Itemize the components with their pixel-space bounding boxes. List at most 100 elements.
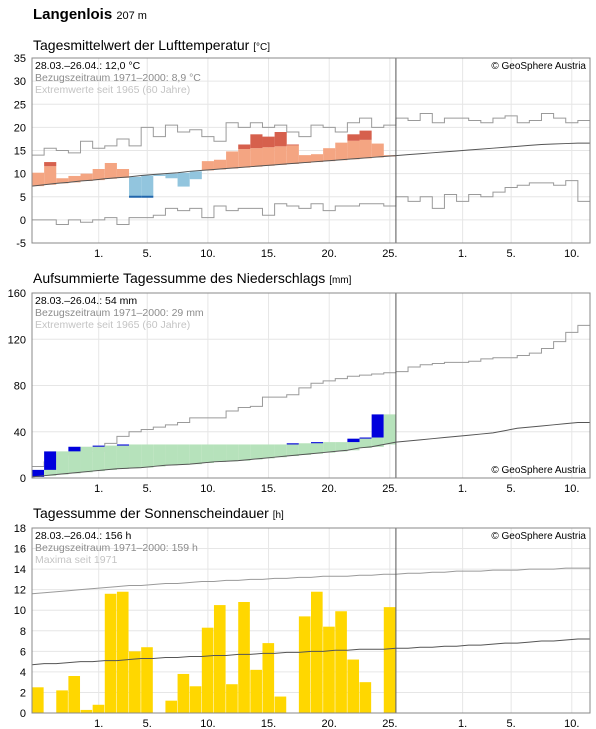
sunshine-bar: [165, 700, 178, 713]
sunshine-bar: [68, 676, 81, 713]
x-tick-label: 10.: [564, 483, 579, 495]
y-tick-label: 35: [14, 53, 26, 65]
sunshine-bar: [298, 616, 311, 713]
precipitation-surplus: [153, 444, 166, 467]
temperature-bar-cold: [165, 173, 178, 179]
x-tick-label: 25.: [382, 248, 397, 260]
temperature-bar: [116, 169, 130, 178]
y-tick-label: 40: [14, 427, 26, 439]
precipitation-surplus: [129, 444, 142, 469]
temperature-bar: [274, 146, 287, 165]
temperature-bar: [298, 155, 311, 163]
precipitation-surplus: [116, 445, 130, 469]
sunshine-bar: [80, 709, 93, 713]
precipitation-surplus: [44, 469, 57, 476]
station-elevation: 207 m: [116, 10, 147, 22]
precipitation-daily: [347, 438, 360, 443]
min-extreme-line: [32, 180, 590, 225]
temperature-bar: [68, 175, 81, 183]
temperature-bar: [238, 149, 251, 168]
x-tick-label: 25.: [382, 718, 397, 729]
sunshine-bar: [104, 593, 117, 713]
sunshine-bar: [141, 647, 153, 713]
precipitation-surplus: [189, 444, 202, 465]
max-extreme-line: [32, 113, 590, 156]
y-tick-label: 160: [8, 288, 26, 300]
temperature-bar-cold: [189, 171, 202, 180]
y-tick-label: 0: [20, 708, 26, 720]
temperature-bar-cold-edge: [129, 195, 142, 198]
sunshine-bar: [201, 627, 214, 713]
temperature-bar-warm: [238, 144, 251, 150]
y-tick-label: 16: [14, 544, 26, 556]
x-tick-label: 10.: [200, 483, 215, 495]
info-line: Bezugszeitraum 1971–2000: 29 mm: [35, 307, 204, 319]
y-tick-label: 12: [14, 585, 26, 597]
precipitation-surplus: [298, 443, 311, 455]
y-tick-label: 14: [14, 564, 26, 576]
x-tick-label: 20.: [322, 248, 337, 260]
y-tick-label: 5: [20, 192, 26, 204]
y-tick-label: 120: [8, 334, 26, 346]
sunshine-bar: [92, 704, 105, 713]
x-tick-label: 5.: [507, 483, 516, 495]
precipitation-daily: [311, 442, 324, 444]
normal-line: [31, 422, 590, 478]
station-header: Langenlois 207 m: [33, 6, 147, 23]
x-tick-label: 10.: [200, 718, 215, 729]
temperature-bar-cold: [129, 176, 142, 197]
temperature-bar: [104, 162, 117, 179]
sun-chart: 0 2 4 6 8 10 12 14 16 18 1. 5. 10. 15. 20. 25. 1. 5. 10. 28…: [14, 523, 591, 729]
y-tick-label: 25: [14, 99, 26, 111]
x-tick-label: 5.: [507, 718, 516, 729]
x-tick-label: 1.: [94, 483, 103, 495]
precipitation-surplus: [56, 451, 69, 475]
x-tick-label: 25.: [382, 483, 397, 495]
x-tick-label: 15.: [261, 718, 276, 729]
temperature-bar-cold: [153, 174, 166, 176]
y-tick-label: 8: [20, 626, 26, 638]
temperature-bar: [80, 173, 93, 182]
x-tick-label: 1.: [94, 248, 103, 260]
temperature-bar-warm: [347, 134, 360, 141]
precipitation-surplus: [262, 444, 275, 459]
station-name: Langenlois: [33, 6, 113, 23]
precipitation-surplus: [347, 442, 360, 451]
sunshine-bar: [116, 591, 129, 713]
info-line: Extremwerte seit 1965 (60 Jahre): [35, 319, 190, 331]
temperature-bar-warm: [359, 130, 372, 140]
temperature-bar: [92, 169, 105, 181]
x-tick-label: 10.: [200, 248, 215, 260]
temperature-bar: [201, 161, 214, 171]
temperature-bar: [359, 139, 372, 159]
sunshine-bar: [238, 602, 250, 713]
info-line: Bezugszeitraum 1971–2000: 159 h: [35, 542, 198, 554]
temperature-bar-warm: [274, 132, 287, 147]
sunshine-bar: [129, 651, 141, 713]
precipitation-surplus: [201, 444, 214, 463]
temperature-bar-cold: [141, 175, 154, 197]
precip-chart: 0 40 80 120 160 1. 5. 10. 15. 20. 25. 1. 5. 10. 28.03.…: [8, 288, 591, 495]
temperature-bar-warm: [286, 144, 299, 146]
temperature-bar: [44, 166, 57, 185]
sunshine-bar: [383, 607, 396, 713]
temperature-bar: [226, 151, 239, 169]
precipitation-surplus: [238, 444, 251, 461]
sunshine-bar: [347, 659, 360, 713]
copyright-note: © GeoSphere Austria: [491, 465, 586, 476]
y-tick-label: 2: [20, 687, 26, 699]
sunshine-chart-title: Tagessumme der Sonnenscheindauer [h]: [33, 505, 284, 521]
y-tick-label: 20: [14, 122, 26, 134]
temperature-bar: [250, 148, 263, 167]
plot-frame: [31, 57, 591, 244]
x-tick-label: 1.: [94, 718, 103, 729]
y-tick-label: 0: [20, 473, 26, 485]
sunshine-bar: [359, 682, 372, 713]
info-line: 28.03.–26.04.: 156 h: [35, 530, 131, 542]
y-tick-label: 0: [20, 215, 26, 227]
precipitation-daily: [92, 445, 105, 447]
x-tick-label: 10.: [564, 248, 579, 260]
info-line: Bezugszeitraum 1971–2000: 8,9 °C: [35, 72, 201, 84]
precipitation-surplus: [104, 445, 117, 470]
